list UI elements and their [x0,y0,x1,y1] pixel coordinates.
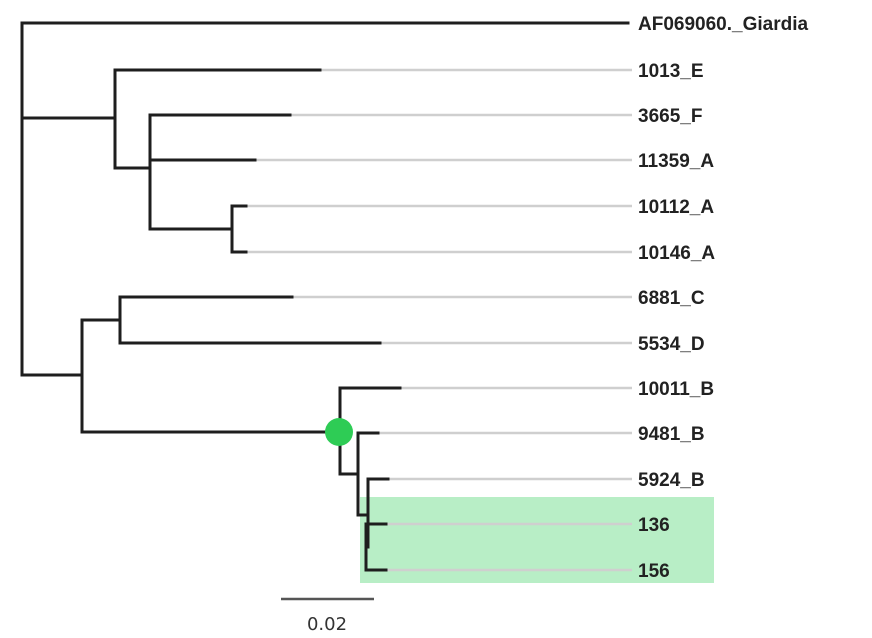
scale-bar-label: 0.02 [307,614,347,635]
leaf-label-11359-a[interactable]: 11359_A [638,151,714,172]
clade-highlight [360,497,714,583]
leaf-label-5924-b[interactable]: 5924_B [638,470,705,491]
leaf-label-6881-c[interactable]: 6881_C [638,288,705,309]
leaf-label-3665-f[interactable]: 3665_F [638,106,702,127]
leaf-label-9481-b[interactable]: 9481_B [638,424,705,445]
leaf-label-136[interactable]: 136 [638,515,670,536]
selected-node-marker[interactable] [325,418,353,446]
guide-lines [246,68,632,572]
leaf-label-10112-a[interactable]: 10112_A [638,197,714,218]
leaf-labels: AF069060._Giardia 1013_E 3665_F 11359_A … [638,14,808,582]
scale-bar: 0.02 [281,597,374,635]
leaf-label-5534-d[interactable]: 5534_D [638,334,705,355]
leaf-label-156[interactable]: 156 [638,561,670,582]
leaf-label-10011-b[interactable]: 10011_B [638,379,714,400]
leaf-label-giardia[interactable]: AF069060._Giardia [638,14,808,35]
leaf-label-10146-a[interactable]: 10146_A [638,243,715,264]
tree-branches [20,21,630,572]
leaf-label-1013-e[interactable]: 1013_E [638,61,704,82]
